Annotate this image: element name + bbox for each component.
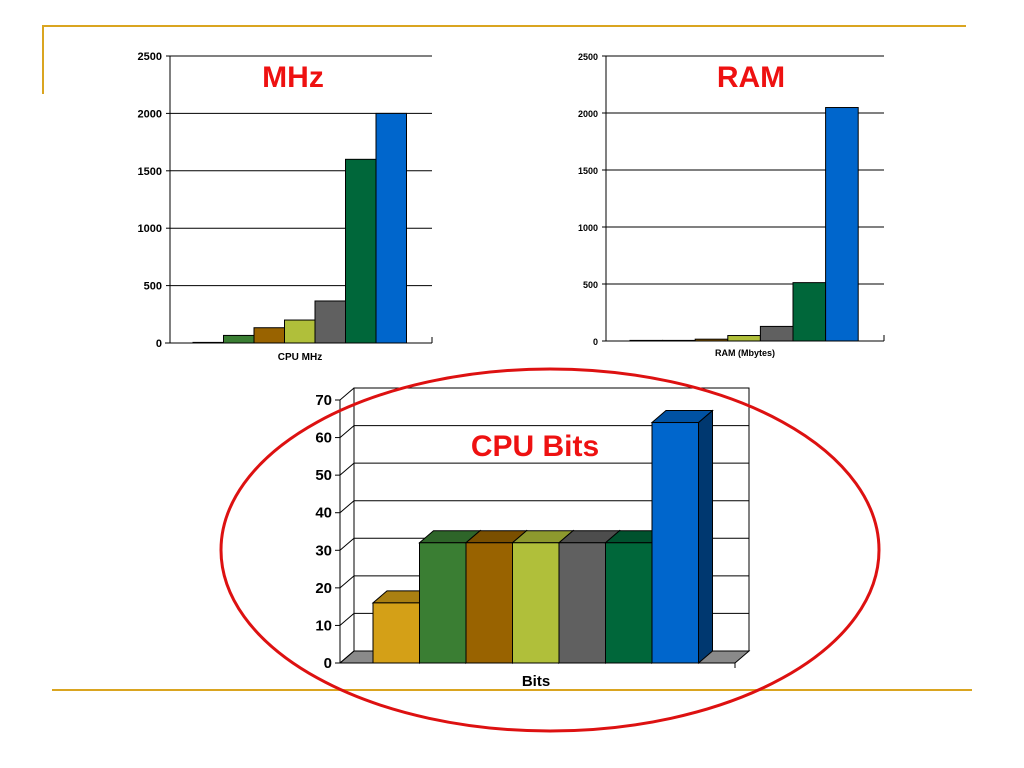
depth-line <box>339 613 355 626</box>
y-tick-label: 1500 <box>138 166 162 178</box>
chart-0-body: 0 500 1000 1500 2000 2500 MHz CPU MHz <box>138 51 433 363</box>
bar <box>314 300 346 344</box>
y-tick-label: 30 <box>315 542 332 559</box>
bar <box>558 542 606 664</box>
y-tick-label: 1000 <box>578 223 598 233</box>
depth-line <box>339 425 355 438</box>
bar <box>605 542 653 664</box>
bar-side <box>698 409 713 665</box>
chart-1-body: 0 500 1000 1500 2000 2500 RAM RAM (Mbytes) <box>578 52 885 358</box>
depth-line <box>339 575 355 589</box>
x-axis-label: CPU MHz <box>278 352 322 363</box>
y-tick-label: 1000 <box>138 223 162 235</box>
y-tick-label: 500 <box>583 280 598 290</box>
y-tick-label: 2000 <box>578 109 598 119</box>
y-tick-label: 70 <box>315 392 332 409</box>
y-tick-label: 2500 <box>138 51 162 63</box>
bar <box>375 112 407 344</box>
bar <box>372 602 420 664</box>
bar <box>512 542 560 664</box>
depth-line <box>339 387 355 401</box>
depth-line <box>339 537 355 551</box>
depth-line <box>339 462 355 476</box>
x-axis-label: RAM (Mbytes) <box>715 348 775 358</box>
y-tick-label: 0 <box>324 655 332 672</box>
y-tick-label: 10 <box>315 617 332 634</box>
y-tick-label: 40 <box>315 505 332 522</box>
chart-title: RAM <box>717 61 785 94</box>
bar <box>651 422 699 664</box>
bar <box>419 542 467 664</box>
depth-line <box>339 500 355 514</box>
y-tick-label: 20 <box>315 580 332 597</box>
x-axis-label: Bits <box>522 673 550 690</box>
bar <box>465 542 513 664</box>
y-tick-label: 2500 <box>578 52 598 62</box>
y-tick-label: 1500 <box>578 166 598 176</box>
y-tick-label: 60 <box>315 430 332 447</box>
y-tick-label: 500 <box>144 281 162 293</box>
y-tick-label: 2000 <box>138 108 162 120</box>
bar <box>345 158 377 344</box>
y-tick-label: 0 <box>156 338 162 350</box>
chart-title: MHz <box>262 61 324 94</box>
bar <box>792 282 827 342</box>
bar <box>825 107 859 342</box>
chart-2-body: 0 10 20 30 40 50 60 70 CPU Bits Bits <box>315 387 751 690</box>
y-tick-label: 0 <box>593 337 598 347</box>
chart-title: CPU Bits <box>471 430 599 463</box>
y-tick-label: 50 <box>315 467 332 484</box>
